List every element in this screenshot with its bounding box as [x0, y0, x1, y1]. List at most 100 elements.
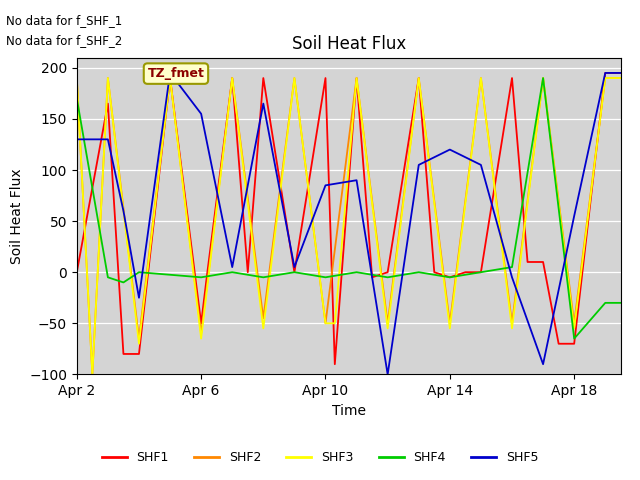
SHF5 [197, 111, 205, 117]
SHF3 [602, 75, 609, 81]
SHF1 [570, 341, 578, 347]
SHF3 [570, 325, 578, 331]
SHF5 [540, 361, 547, 367]
SHF3 [477, 75, 484, 81]
SHF3 [259, 325, 267, 331]
SHF4 [135, 269, 143, 275]
SHF1 [291, 269, 298, 275]
SHF4 [120, 279, 127, 285]
SHF3 [135, 341, 143, 347]
SHF5 [570, 213, 578, 219]
SHF5 [446, 147, 454, 153]
SHF5 [617, 70, 625, 76]
SHF5 [477, 162, 484, 168]
SHF2 [322, 321, 330, 326]
SHF3 [166, 75, 174, 81]
SHF4 [322, 275, 330, 280]
SHF1 [244, 269, 252, 275]
Line: SHF3: SHF3 [77, 78, 621, 374]
SHF2 [617, 75, 625, 81]
SHF1 [555, 341, 563, 347]
SHF1 [415, 75, 422, 81]
SHF1 [73, 269, 81, 275]
Y-axis label: Soil Heat Flux: Soil Heat Flux [10, 168, 24, 264]
SHF2 [540, 75, 547, 81]
SHF1 [477, 269, 484, 275]
SHF1 [322, 75, 330, 81]
SHF3 [446, 325, 454, 331]
SHF5 [259, 101, 267, 107]
SHF5 [166, 70, 174, 76]
SHF2 [259, 315, 267, 321]
SHF5 [508, 275, 516, 280]
SHF2 [135, 336, 143, 341]
Line: SHF2: SHF2 [77, 78, 621, 374]
SHF2 [353, 75, 360, 81]
SHF5 [135, 295, 143, 300]
SHF2 [291, 75, 298, 81]
SHF4 [477, 269, 484, 275]
SHF5 [353, 177, 360, 183]
SHF5 [291, 264, 298, 270]
SHF5 [73, 136, 81, 142]
SHF2 [197, 331, 205, 336]
SHF3 [353, 75, 360, 81]
SHF4 [415, 269, 422, 275]
SHF3 [197, 336, 205, 341]
SHF1 [331, 361, 339, 367]
Text: No data for f_SHF_2: No data for f_SHF_2 [6, 34, 123, 47]
SHF1 [104, 101, 112, 107]
SHF4 [617, 300, 625, 306]
Text: TZ_fmet: TZ_fmet [147, 67, 204, 80]
SHF1 [259, 75, 267, 81]
SHF1 [228, 75, 236, 81]
SHF1 [368, 275, 376, 280]
SHF2 [88, 372, 96, 377]
SHF3 [228, 75, 236, 81]
SHF3 [88, 372, 96, 377]
SHF4 [228, 269, 236, 275]
SHF5 [228, 264, 236, 270]
SHF4 [353, 269, 360, 275]
Text: No data for f_SHF_1: No data for f_SHF_1 [6, 14, 123, 27]
SHF1 [540, 259, 547, 265]
SHF1 [461, 269, 469, 275]
SHF1 [197, 321, 205, 326]
SHF5 [384, 372, 392, 377]
Line: SHF5: SHF5 [77, 73, 621, 374]
SHF3 [384, 325, 392, 331]
SHF4 [540, 75, 547, 81]
SHF2 [602, 75, 609, 81]
SHF2 [508, 321, 516, 326]
SHF4 [259, 275, 267, 280]
SHF1 [508, 75, 516, 81]
SHF2 [104, 75, 112, 81]
SHF4 [291, 269, 298, 275]
SHF5 [322, 182, 330, 188]
SHF5 [120, 208, 127, 214]
SHF4 [197, 275, 205, 280]
SHF4 [508, 264, 516, 270]
SHF2 [415, 75, 422, 81]
SHF3 [104, 75, 112, 81]
SHF1 [353, 75, 360, 81]
SHF3 [540, 75, 547, 81]
Line: SHF4: SHF4 [77, 78, 621, 338]
SHF1 [602, 70, 609, 76]
SHF5 [415, 162, 422, 168]
SHF1 [431, 269, 438, 275]
SHF4 [104, 275, 112, 280]
SHF2 [384, 321, 392, 326]
SHF1 [446, 275, 454, 280]
SHF3 [331, 321, 339, 326]
Legend: SHF1, SHF2, SHF3, SHF4, SHF5: SHF1, SHF2, SHF3, SHF4, SHF5 [97, 446, 543, 469]
SHF4 [384, 275, 392, 280]
SHF3 [508, 325, 516, 331]
SHF5 [104, 136, 112, 142]
SHF2 [73, 75, 81, 81]
SHF1 [384, 269, 392, 275]
SHF1 [166, 75, 174, 81]
SHF4 [570, 336, 578, 341]
SHF1 [524, 259, 531, 265]
SHF2 [166, 75, 174, 81]
